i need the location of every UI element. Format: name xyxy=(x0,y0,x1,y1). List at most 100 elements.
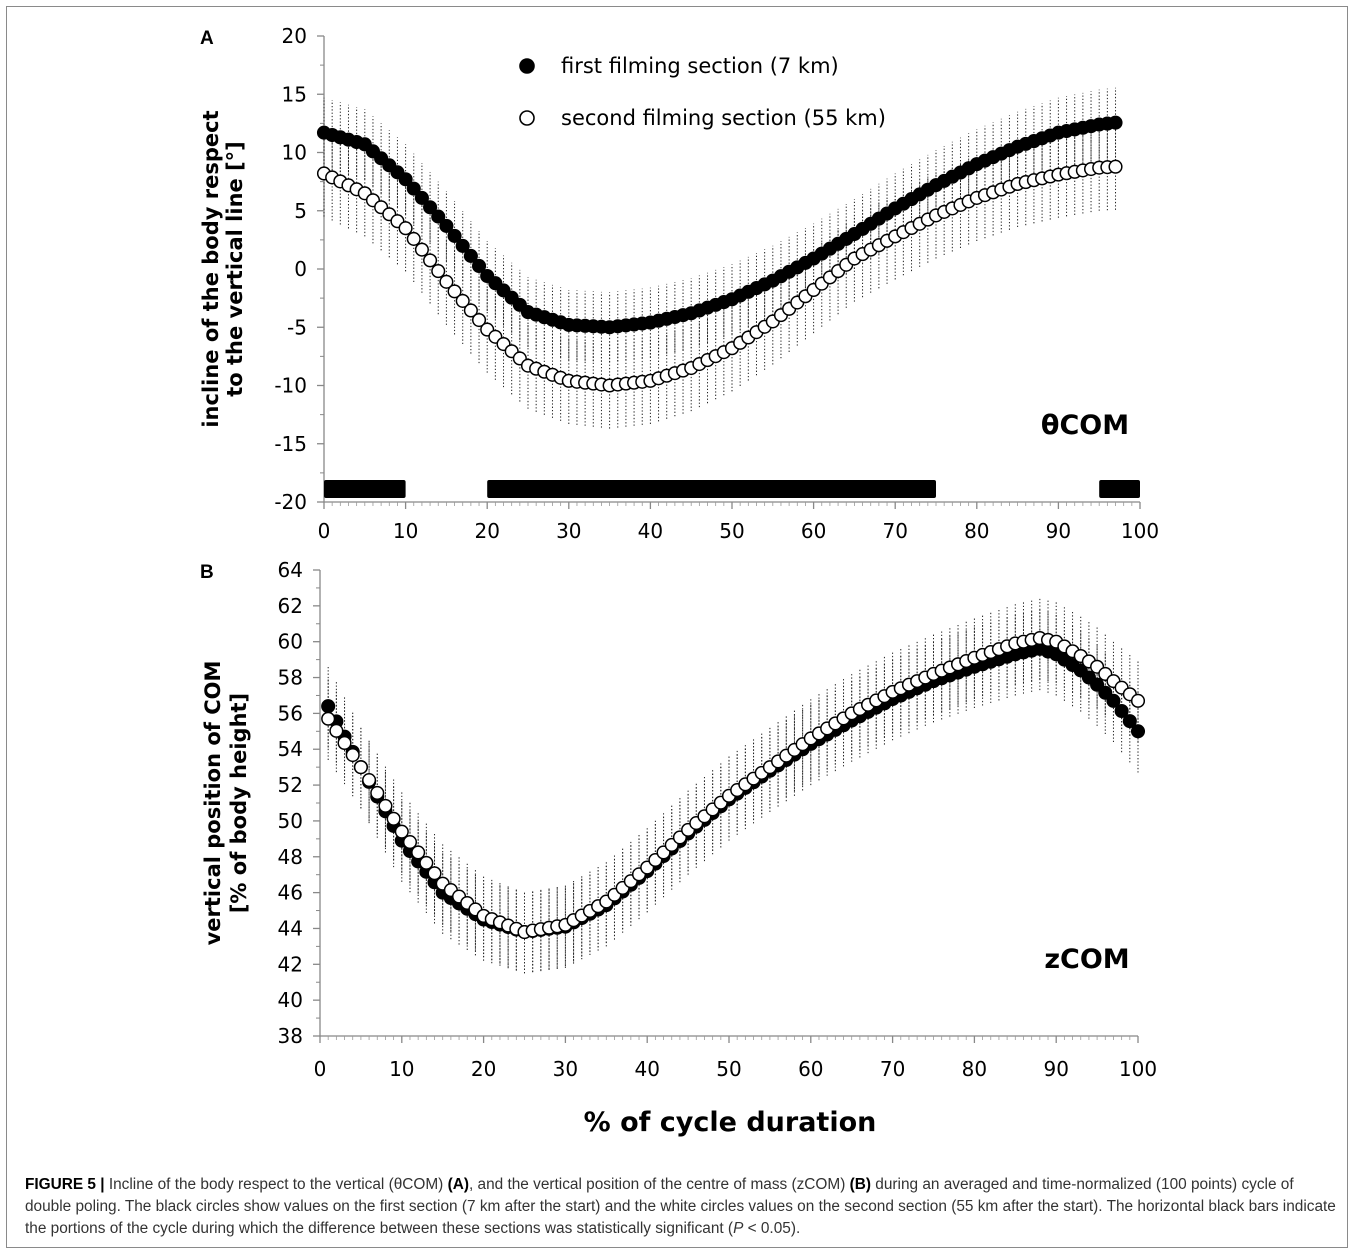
data-point-open xyxy=(353,760,368,775)
data-point-filled xyxy=(1130,724,1146,739)
x-tick-label: 70 xyxy=(880,1057,905,1081)
y-axis-title-line1: vertical position of COM xyxy=(201,661,225,946)
data-point-open xyxy=(447,284,462,299)
panel-letter: A xyxy=(200,28,214,49)
x-tick-label: 0 xyxy=(314,1057,327,1081)
data-point-open xyxy=(406,231,421,246)
x-tick-label: 10 xyxy=(389,1057,414,1081)
x-tick-label: 30 xyxy=(553,1057,578,1081)
data-point-open xyxy=(471,312,487,328)
data-point-open xyxy=(370,785,385,801)
data-point-open xyxy=(411,845,426,860)
y-tick-label: 52 xyxy=(278,773,303,797)
x-tick-label: 70 xyxy=(882,519,907,543)
caption-text-3: during an averaged and time-normalized (… xyxy=(25,1176,1336,1237)
data-point-open xyxy=(345,748,360,763)
y-tick-label: 48 xyxy=(278,845,303,869)
x-tick-label: 100 xyxy=(1119,1057,1157,1081)
y-tick-label: 20 xyxy=(282,24,307,48)
data-point-filled xyxy=(1114,703,1129,719)
y-tick-label: 62 xyxy=(278,594,303,618)
legend-marker xyxy=(519,110,535,126)
y-tick-label: -5 xyxy=(287,315,307,339)
data-point-open xyxy=(463,303,478,318)
panel-b-chart: B 64 62 60 58 56 54 52 50 48 46 44 42 40 38 0 10 20 30 40 50… xyxy=(200,558,1157,1138)
data-point-open xyxy=(337,735,352,751)
y-axis-title-line2: [% of body height] xyxy=(227,693,251,913)
caption-ref-a: (A) xyxy=(447,1176,469,1193)
x-tick-label: 60 xyxy=(801,519,826,543)
data-point-open xyxy=(321,711,336,726)
data-point-open xyxy=(419,855,434,870)
data-point-open xyxy=(386,811,401,826)
x-tick-label: 40 xyxy=(638,519,663,543)
data-point-filled xyxy=(1108,115,1123,130)
y-tick-label: -20 xyxy=(274,490,307,514)
data-point-open xyxy=(394,824,409,839)
y-tick-label: -10 xyxy=(274,374,307,398)
data-point-filled xyxy=(414,190,429,205)
x-tick-label: 20 xyxy=(474,519,499,543)
panel-annotation: zCOM xyxy=(1044,944,1129,975)
data-point-filled xyxy=(439,218,454,233)
significance-bar xyxy=(1099,480,1140,498)
caption-text-4: < 0.05). xyxy=(743,1220,801,1237)
data-point-open xyxy=(402,835,418,850)
data-point-open xyxy=(431,264,446,279)
y-tick-label: 5 xyxy=(294,199,307,223)
data-point-filled xyxy=(423,200,438,215)
data-point-filled xyxy=(463,248,478,264)
x-tick-label: 40 xyxy=(634,1057,659,1081)
y-tick-label: 56 xyxy=(278,701,303,725)
data-point-filled xyxy=(1106,693,1121,708)
legend-marker xyxy=(519,58,535,74)
x-tick-label: 100 xyxy=(1121,519,1159,543)
y-tick-label: -15 xyxy=(274,432,307,456)
data-point-open xyxy=(398,221,413,236)
data-point-open xyxy=(439,274,454,289)
y-tick-label: 15 xyxy=(282,82,307,106)
caption-label: FIGURE 5 | xyxy=(25,1176,105,1193)
y-tick-label: 10 xyxy=(282,141,307,165)
data-point-filled xyxy=(447,228,462,243)
data-point-filled xyxy=(455,238,470,253)
caption-text-1: Incline of the body respect to the verti… xyxy=(104,1176,448,1193)
legend-label: first filming section (7 km) xyxy=(561,54,839,78)
legend-label: second filming section (55 km) xyxy=(561,106,886,130)
y-tick-label: 42 xyxy=(278,952,303,976)
data-point-open xyxy=(423,253,438,268)
data-point-filled xyxy=(471,258,487,274)
data-point-open xyxy=(378,798,393,813)
data-point-open xyxy=(455,293,470,308)
figure-caption: FIGURE 5 | Incline of the body respect t… xyxy=(25,1174,1340,1240)
x-axis-title: % of cycle duration xyxy=(584,1107,877,1138)
x-tick-label: 50 xyxy=(719,519,744,543)
x-tick-label: 80 xyxy=(964,519,989,543)
y-tick-label: 58 xyxy=(278,666,303,690)
y-tick-label: 60 xyxy=(278,630,303,654)
x-tick-label: 80 xyxy=(962,1057,987,1081)
y-tick-label: 0 xyxy=(294,257,307,281)
significance-bar xyxy=(324,480,406,498)
x-tick-label: 90 xyxy=(1043,1057,1068,1081)
caption-ref-b: (B) xyxy=(849,1176,871,1193)
y-tick-label: 40 xyxy=(278,988,303,1012)
y-axis-title-line2: to the vertical line [°] xyxy=(223,141,247,397)
data-point-open xyxy=(427,866,442,881)
caption-text-2: , and the vertical position of the centr… xyxy=(468,1176,850,1193)
x-tick-label: 50 xyxy=(716,1057,741,1081)
x-tick-label: 60 xyxy=(798,1057,823,1081)
panel-letter: B xyxy=(200,562,214,583)
y-tick-label: 54 xyxy=(278,737,303,761)
data-point-filled xyxy=(321,699,336,714)
y-tick-label: 46 xyxy=(278,881,303,905)
x-tick-label: 90 xyxy=(1046,519,1071,543)
caption-p-symbol: P xyxy=(733,1220,744,1237)
significance-bar xyxy=(487,480,936,498)
y-tick-label: 50 xyxy=(278,809,303,833)
data-point-filled xyxy=(1122,714,1137,729)
data-point-open xyxy=(1130,693,1146,708)
y-tick-label: 38 xyxy=(278,1024,303,1048)
